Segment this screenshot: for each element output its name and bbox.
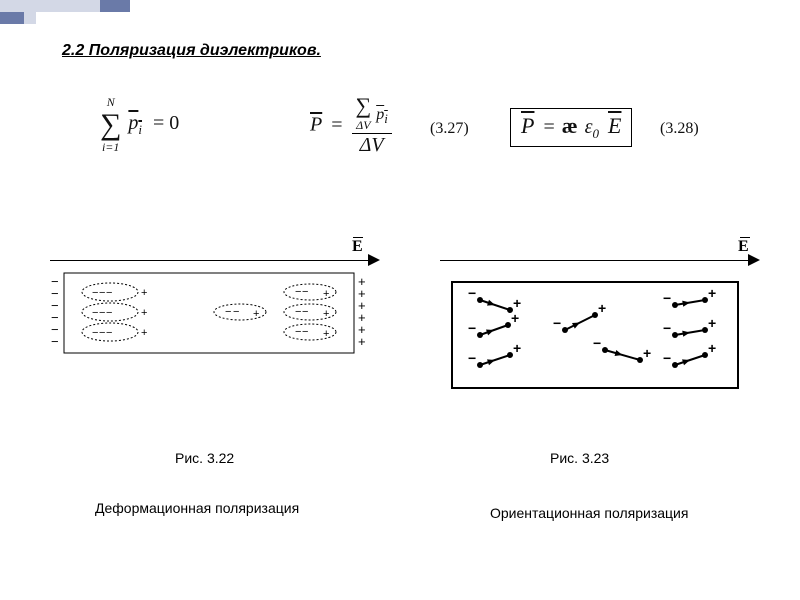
svg-text:+: + <box>141 327 147 339</box>
equation-sum-pi-zero: N ∑ i=1 pi = 0 <box>100 95 179 155</box>
figure-left-subtitle: Деформационная поляризация <box>95 500 299 516</box>
svg-text:−: − <box>106 307 112 319</box>
svg-text:−: − <box>663 320 671 336</box>
equation-3-label: (3.28) <box>660 120 699 138</box>
svg-text:−: − <box>99 307 105 319</box>
svg-text:−: − <box>92 287 98 299</box>
svg-text:−: − <box>302 286 308 298</box>
orientation-polarization-diagram: −+−+−+−+−+−+−+−+ <box>450 280 740 390</box>
svg-text:+: + <box>358 334 366 349</box>
svg-text:−: − <box>106 287 112 299</box>
svg-text:−: − <box>553 315 561 331</box>
svg-text:−: − <box>233 306 239 318</box>
svg-text:−: − <box>225 306 231 318</box>
left-field-arrow <box>50 250 380 270</box>
svg-text:−: − <box>106 327 112 339</box>
svg-text:+: + <box>708 315 716 331</box>
svg-text:+: + <box>511 310 519 326</box>
svg-text:−: − <box>99 287 105 299</box>
svg-text:+: + <box>141 307 147 319</box>
svg-text:−: − <box>663 290 671 306</box>
left-E-label: E <box>352 238 363 256</box>
svg-text:−: − <box>663 350 671 366</box>
figure-right-subtitle: Ориентационная поляризация <box>490 505 688 521</box>
svg-text:−: − <box>468 320 476 336</box>
svg-text:+: + <box>598 300 606 316</box>
svg-text:−: − <box>92 327 98 339</box>
svg-text:+: + <box>253 308 259 320</box>
svg-text:+: + <box>323 308 329 320</box>
svg-text:+: + <box>323 288 329 300</box>
svg-text:−: − <box>468 285 476 301</box>
svg-text:−: − <box>302 306 308 318</box>
svg-text:−: − <box>295 286 301 298</box>
svg-text:−: − <box>593 335 601 351</box>
equation-P-constitutive: P = æ ε0 E <box>510 108 632 147</box>
svg-text:−: − <box>99 327 105 339</box>
section-title: 2.2 Поляризация диэлектриков. <box>62 42 321 60</box>
svg-text:+: + <box>141 287 147 299</box>
svg-text:−: − <box>51 334 59 349</box>
corner-decoration <box>0 0 140 35</box>
svg-text:−: − <box>295 326 301 338</box>
svg-text:−: − <box>92 307 98 319</box>
svg-text:+: + <box>513 340 521 356</box>
svg-text:−: − <box>468 350 476 366</box>
figure-left-caption: Рис. 3.22 <box>175 450 234 466</box>
figure-right-caption: Рис. 3.23 <box>550 450 609 466</box>
deformation-polarization-diagram: −−−+−−−+−−−+−−+−−+−−+−−+ −−−−−− ++++++ <box>50 272 370 354</box>
equation-2-label: (3.27) <box>430 120 469 138</box>
svg-text:+: + <box>323 328 329 340</box>
right-field-arrow <box>440 250 760 270</box>
equation-P-definition: P = ∑ ΔV pi ΔV <box>310 95 392 157</box>
svg-text:+: + <box>708 340 716 356</box>
right-E-label: E <box>738 238 749 256</box>
svg-text:+: + <box>513 295 521 311</box>
svg-text:+: + <box>643 345 651 361</box>
svg-text:−: − <box>302 326 308 338</box>
svg-text:−: − <box>295 306 301 318</box>
svg-text:+: + <box>708 285 716 301</box>
